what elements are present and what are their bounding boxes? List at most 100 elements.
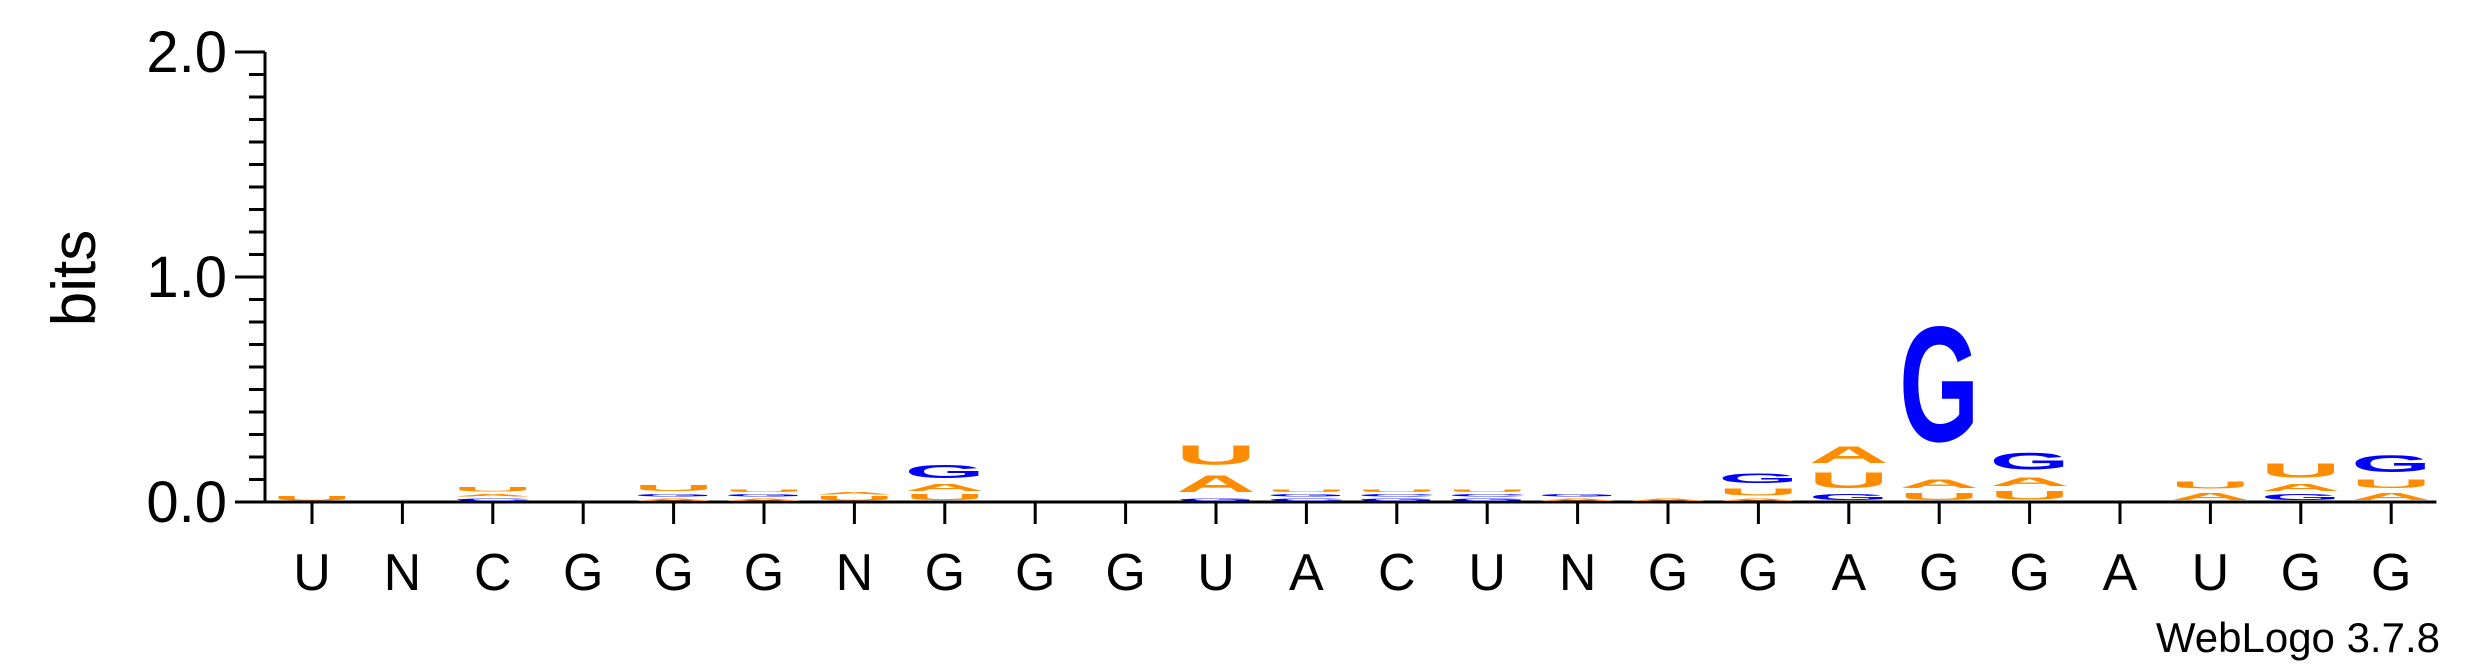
logo-letter-G: G xyxy=(1176,498,1256,502)
logo-letter-C: C xyxy=(453,497,533,502)
logo-stack: U xyxy=(272,495,352,502)
logo-letter-G: G xyxy=(1809,493,1889,502)
x-tick-label: G xyxy=(1105,544,1145,602)
logo-letter-G: G xyxy=(1538,493,1618,497)
logo-letter-G: G xyxy=(1718,471,1798,487)
logo-stack: AGU xyxy=(634,484,714,502)
logo-letter-A: A xyxy=(814,491,894,496)
logo-letter-A: A xyxy=(1538,497,1618,502)
logo-letter-A: A xyxy=(905,482,985,493)
logo-letter-A: A xyxy=(1628,497,1708,502)
x-tick-label: G xyxy=(1919,544,1959,602)
logo-letter-U: U xyxy=(1990,488,2070,501)
logo-letter-C: C xyxy=(1357,493,1437,498)
logo-letter-G: G xyxy=(1357,498,1437,502)
logo-stack: GAU xyxy=(2261,459,2341,502)
logo-stack: AU xyxy=(2170,479,2250,501)
logo-stack: GAU xyxy=(1176,439,1256,502)
x-tick-label: G xyxy=(1738,544,1778,602)
logo-stack: UAG xyxy=(905,461,985,502)
logo-letter-U: U xyxy=(1718,486,1798,497)
logo-stack: GCU xyxy=(1357,488,1437,502)
logo-letter-A: A xyxy=(1899,477,1979,490)
weblogo-credit: WebLogo 3.7.8 xyxy=(2156,614,2440,661)
x-tick-label: U xyxy=(1468,544,1506,602)
logo-letter-A: A xyxy=(634,497,714,502)
logo-stack: UA xyxy=(814,491,894,502)
y-tick-label: 2.0 xyxy=(146,20,227,85)
logo-letter-U: U xyxy=(814,495,894,502)
logo-letter-G: G xyxy=(1990,448,2070,475)
x-tick-label: U xyxy=(293,544,331,602)
logo-letter-G: G xyxy=(2261,493,2341,502)
logo-stack: CAU xyxy=(453,486,533,502)
logo-stack: CGU xyxy=(1266,488,1346,502)
x-tick-label: G xyxy=(1015,544,1055,602)
logo-letter-A: A xyxy=(2351,491,2431,502)
logo-letter-U: U xyxy=(1176,439,1256,470)
x-tick-label: C xyxy=(1378,544,1416,602)
x-tick-label: G xyxy=(2281,544,2321,602)
logo-letter-U: U xyxy=(453,486,533,493)
logo-stack: UAG xyxy=(1990,448,2070,502)
x-tick-label: G xyxy=(2371,544,2411,602)
y-tick-label: 0.0 xyxy=(146,470,227,535)
y-axis: 0.0 1.0 2.0 xyxy=(146,20,267,535)
x-tick-label: G xyxy=(653,544,693,602)
logo-letter-U: U xyxy=(1357,488,1437,493)
logo-letter-A: A xyxy=(453,493,533,498)
logo-stack: UAG xyxy=(1899,293,1979,502)
logo-stack: GCU xyxy=(1447,488,1527,502)
y-axis-label: bits xyxy=(40,230,109,326)
logo-letter-U: U xyxy=(1447,488,1527,493)
x-tick-label: N xyxy=(836,544,874,602)
logo-letter-G: G xyxy=(724,493,804,497)
logo-letter-C: C xyxy=(1447,493,1527,498)
logo-letter-U: U xyxy=(2261,459,2341,481)
logo-letter-U: U xyxy=(1266,488,1346,493)
logo-letter-U: U xyxy=(634,484,714,493)
logo-letter-C: C xyxy=(1266,497,1346,502)
logo-letter-A: A xyxy=(1809,441,1889,468)
logo-stack: GUA xyxy=(1809,441,1889,502)
x-tick-label: U xyxy=(2192,544,2230,602)
x-tick-label: G xyxy=(2009,544,2049,602)
logo-letter-U: U xyxy=(272,495,352,502)
logo-letter-A: A xyxy=(2170,491,2250,502)
logo-stack: AUG xyxy=(2351,450,2431,502)
logo-letter-U: U xyxy=(1809,468,1889,493)
logo-letter-G: G xyxy=(2351,450,2431,477)
logo-letter-G: G xyxy=(634,493,714,497)
logo-stack: A xyxy=(1628,497,1708,502)
logo-letter-A: A xyxy=(1176,470,1256,497)
logo-letter-U: U xyxy=(1899,491,1979,502)
logo-letter-U: U xyxy=(724,488,804,493)
logo-letter-U: U xyxy=(905,493,985,502)
logo-letter-A: A xyxy=(2261,482,2341,493)
logo-letter-G: G xyxy=(1899,293,1979,477)
x-tick-label: U xyxy=(1197,544,1235,602)
logo-letter-U: U xyxy=(2351,477,2431,490)
logo-letter-G: G xyxy=(905,461,985,481)
logo-stack: AG xyxy=(1538,493,1618,502)
logo-letter-A: A xyxy=(1718,497,1798,502)
y-tick-label: 1.0 xyxy=(146,245,227,310)
x-tick-label: G xyxy=(925,544,965,602)
logo-stack: AUG xyxy=(1718,471,1798,502)
logo-letter-A: A xyxy=(1990,475,2070,488)
x-tick-label: N xyxy=(384,544,422,602)
logo-letter-A: A xyxy=(724,497,804,502)
logo-stack: AGU xyxy=(724,488,804,502)
x-tick-label: N xyxy=(1559,544,1597,602)
logo-letter-U: U xyxy=(2170,479,2250,490)
logo-letter-G: G xyxy=(1266,493,1346,497)
logo-letter-G: G xyxy=(1447,498,1527,502)
x-tick-label: G xyxy=(1648,544,1688,602)
x-tick-label: A xyxy=(2103,544,2138,602)
x-tick-label: A xyxy=(1831,544,1866,602)
x-tick-label: A xyxy=(1289,544,1324,602)
x-tick-label: G xyxy=(744,544,784,602)
